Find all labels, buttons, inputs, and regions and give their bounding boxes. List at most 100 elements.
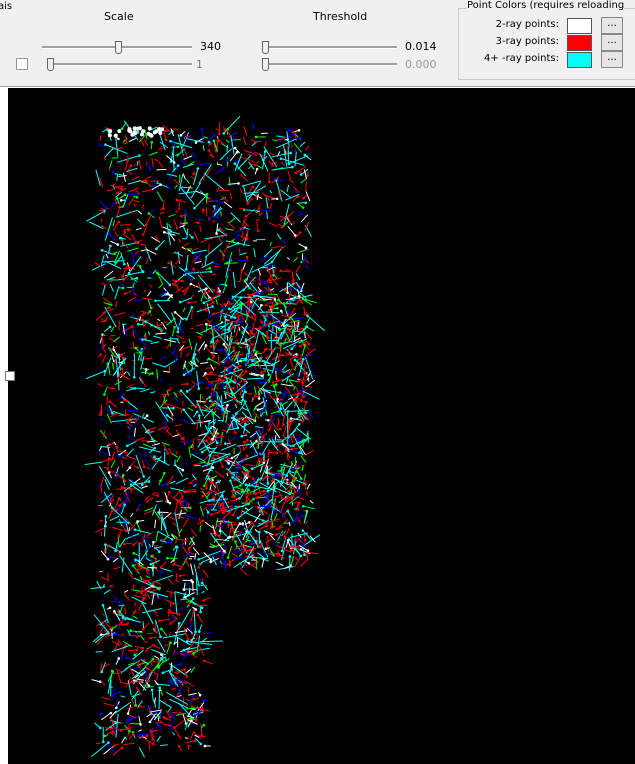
point: [104, 735, 107, 738]
color-swatch[interactable]: [567, 35, 592, 51]
point: [111, 509, 114, 512]
scale-slider-2[interactable]: [48, 63, 192, 66]
ray: [171, 688, 175, 689]
ray: [104, 271, 113, 278]
point: [302, 298, 305, 301]
point: [260, 371, 263, 374]
ray: [100, 201, 106, 209]
ray: [98, 505, 103, 506]
point-cloud-view[interactable]: [8, 88, 635, 764]
ray: [306, 182, 307, 192]
point: [246, 454, 249, 457]
color-swatch[interactable]: [567, 52, 592, 68]
point: [120, 187, 123, 190]
ray: [239, 327, 240, 331]
point: [169, 284, 172, 287]
ray: [164, 322, 168, 324]
point: [169, 680, 172, 683]
slider-thumb[interactable]: [262, 41, 269, 54]
ray: [125, 162, 128, 171]
ray: [293, 516, 302, 523]
ray: [281, 162, 285, 165]
point: [141, 350, 144, 353]
ray: [129, 256, 141, 273]
ray: [202, 507, 207, 511]
ray: [208, 384, 219, 385]
ray: [132, 234, 136, 242]
ray: [255, 529, 258, 532]
ray: [181, 160, 186, 164]
ray: [171, 280, 182, 281]
point: [303, 395, 306, 398]
point: [138, 680, 141, 683]
ray: [186, 580, 189, 585]
color-button[interactable]: ...: [601, 34, 623, 51]
ray: [246, 465, 255, 466]
ray: [128, 411, 138, 412]
ray: [152, 158, 154, 167]
point: [194, 739, 197, 742]
point: [286, 291, 289, 294]
color-swatch[interactable]: [567, 18, 592, 34]
point: [232, 387, 235, 390]
point: [114, 633, 117, 636]
ray: [157, 369, 158, 379]
ray: [198, 275, 213, 293]
ray: [153, 270, 157, 274]
ray: [109, 338, 116, 342]
point: [159, 183, 162, 186]
point: [227, 462, 230, 465]
point: [213, 139, 216, 142]
ray: [155, 159, 159, 161]
point: [158, 550, 161, 553]
ray: [158, 531, 173, 539]
slider-thumb[interactable]: [47, 58, 54, 71]
ray: [271, 288, 274, 290]
point: [145, 368, 148, 371]
point: [168, 187, 171, 190]
ray: [127, 194, 139, 195]
point: [172, 407, 175, 410]
color-button[interactable]: ...: [601, 17, 623, 34]
ray: [183, 518, 188, 527]
ray: [124, 594, 129, 601]
ray: [175, 581, 179, 582]
point: [116, 197, 119, 200]
ray: [174, 623, 179, 645]
ray: [288, 171, 291, 179]
ray: [183, 308, 185, 312]
ray: [160, 379, 161, 382]
point: [149, 168, 152, 171]
ray: [104, 703, 114, 706]
threshold-slider-2[interactable]: [262, 63, 397, 66]
point: [228, 307, 231, 310]
ray: [101, 283, 106, 286]
slider-thumb[interactable]: [115, 41, 122, 54]
ray: [145, 580, 152, 581]
point: [126, 421, 129, 424]
point: [195, 141, 198, 144]
threshold-slider[interactable]: [262, 46, 397, 49]
point: [166, 414, 169, 417]
ray: [156, 169, 166, 170]
point: [306, 376, 309, 379]
slider-thumb[interactable]: [262, 58, 269, 71]
point: [298, 129, 301, 132]
scale-value: 340: [200, 40, 221, 53]
ray: [310, 501, 313, 504]
ray: [200, 641, 223, 642]
point: [205, 287, 208, 290]
splitter-handle[interactable]: [5, 371, 15, 381]
color-button[interactable]: ...: [601, 51, 623, 68]
point: [227, 536, 230, 539]
point: [264, 475, 267, 478]
point: [161, 571, 164, 574]
point: [100, 633, 103, 636]
point: [178, 689, 181, 692]
ray: [180, 298, 192, 302]
checkbox[interactable]: [16, 58, 28, 70]
point: [121, 746, 124, 749]
ray: [140, 389, 150, 392]
point: [130, 164, 133, 167]
point: [127, 712, 130, 715]
